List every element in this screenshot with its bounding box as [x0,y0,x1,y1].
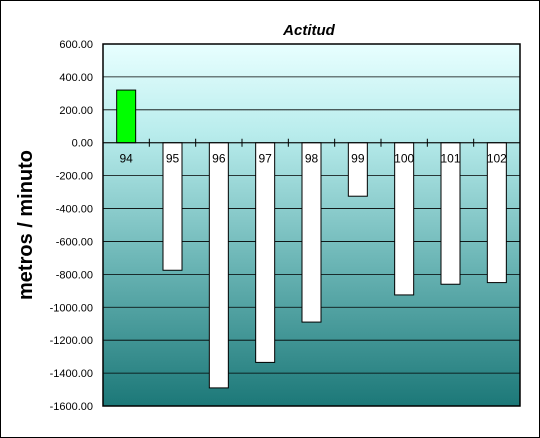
y-tick-label: -1200.00 [50,335,93,347]
bar-98 [301,142,322,323]
y-tick-labels: 600.00 400.00 200.00 0.00 -200.00 -400.00 -600… [50,39,93,413]
y-tick-label: 600.00 [59,39,93,51]
y-tick-label: -200.00 [56,171,93,183]
category-label: 98 [305,152,319,166]
category-label: 97 [258,152,272,166]
category-label: 102 [487,152,507,166]
y-tick-label: -1400.00 [50,368,93,380]
category-label: 101 [440,152,460,166]
bars [116,89,507,389]
category-label: 100 [394,152,414,166]
y-axis-label: metros / minuto [15,150,37,300]
y-tick-label: -1600.00 [50,401,93,413]
bar-94 [116,89,137,144]
category-label: 99 [351,152,365,166]
y-tick-label: 0.00 [72,138,93,150]
y-tick-label: 400.00 [59,72,93,84]
category-label: 95 [166,152,180,166]
y-tick-label: -600.00 [56,236,93,248]
category-labels: 94 95 96 97 98 99 100 101 102 [119,152,507,166]
y-tick-label: 200.00 [59,105,93,117]
bar-96 [208,142,229,389]
bar-97 [255,142,276,363]
zero-axis [102,138,521,147]
category-label: 94 [119,152,133,166]
y-tick-label: -1000.00 [50,302,93,314]
y-tick-label: -800.00 [56,269,93,281]
chart-title: Actitud [282,22,335,39]
category-label: 96 [212,152,226,166]
y-tick-label: -400.00 [56,204,93,216]
